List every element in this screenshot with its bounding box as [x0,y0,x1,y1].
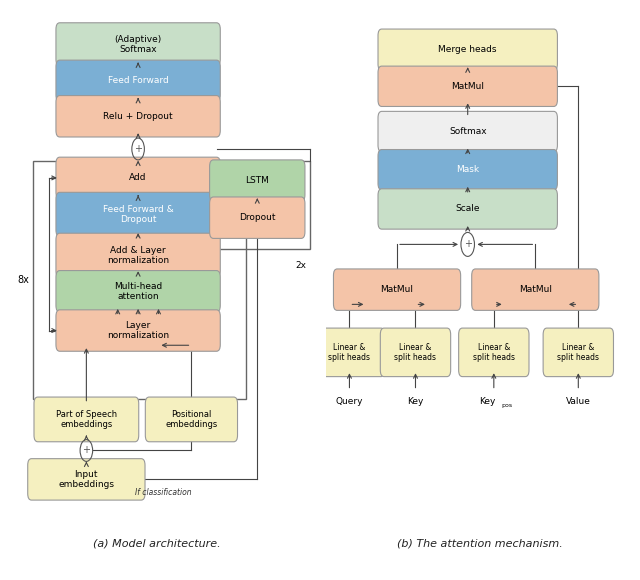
Text: Key: Key [479,397,496,406]
FancyBboxPatch shape [472,269,599,310]
Text: Positional
embeddings: Positional embeddings [165,409,218,429]
Text: (b) The attention mechanism.: (b) The attention mechanism. [397,538,563,548]
FancyBboxPatch shape [56,60,220,102]
FancyBboxPatch shape [314,328,385,376]
FancyBboxPatch shape [145,397,237,442]
FancyBboxPatch shape [378,150,557,190]
Text: Part of Speech
embeddings: Part of Speech embeddings [56,409,117,429]
Text: If classification: If classification [135,488,191,497]
FancyBboxPatch shape [56,23,220,66]
FancyBboxPatch shape [378,66,557,107]
Text: MatMul: MatMul [519,285,552,294]
FancyBboxPatch shape [56,233,220,277]
FancyBboxPatch shape [380,328,451,376]
FancyBboxPatch shape [56,157,220,198]
Text: Input
embeddings: Input embeddings [58,470,115,489]
Text: +: + [83,445,90,455]
Text: Query: Query [336,397,363,406]
Text: Merge heads: Merge heads [438,45,497,55]
Text: Softmax: Softmax [449,127,486,136]
Text: (a) Model architecture.: (a) Model architecture. [93,538,221,548]
FancyBboxPatch shape [210,160,305,201]
FancyBboxPatch shape [459,328,529,376]
Text: pos: pos [501,403,512,408]
Text: Linear &
split heads: Linear & split heads [557,343,599,362]
FancyBboxPatch shape [543,328,614,376]
Text: Scale: Scale [456,205,480,213]
Text: MatMul: MatMul [381,285,413,294]
Text: Linear &
split heads: Linear & split heads [328,343,371,362]
Text: +: + [134,144,142,154]
Text: 8x: 8x [18,275,29,285]
Text: Add: Add [129,173,147,182]
Text: Add & Layer
normalization: Add & Layer normalization [107,245,169,265]
FancyBboxPatch shape [34,397,139,442]
Text: +: + [464,240,472,249]
Text: Key: Key [407,397,424,406]
Text: Layer
normalization: Layer normalization [107,321,169,340]
Text: LSTM: LSTM [245,176,269,185]
FancyBboxPatch shape [56,96,220,137]
Text: (Adaptive)
Softmax: (Adaptive) Softmax [115,35,162,54]
Text: Linear &
split heads: Linear & split heads [473,343,515,362]
Text: MatMul: MatMul [451,82,484,91]
FancyBboxPatch shape [210,197,305,238]
Text: 2x: 2x [296,261,307,270]
FancyBboxPatch shape [28,459,145,500]
Text: Value: Value [566,397,591,406]
FancyBboxPatch shape [378,29,557,71]
FancyBboxPatch shape [56,271,220,312]
Text: Feed Forward: Feed Forward [108,77,168,85]
Text: Dropout: Dropout [239,213,276,222]
FancyBboxPatch shape [56,310,220,351]
FancyBboxPatch shape [378,189,557,229]
FancyBboxPatch shape [333,269,461,310]
Text: Mask: Mask [456,165,479,174]
FancyBboxPatch shape [56,193,220,237]
Text: Relu + Dropout: Relu + Dropout [103,112,173,121]
Text: Linear &
split heads: Linear & split heads [394,343,436,362]
Text: Feed Forward &
Dropout: Feed Forward & Dropout [103,205,173,224]
Text: Multi-head
attention: Multi-head attention [114,281,162,301]
FancyBboxPatch shape [378,111,557,152]
